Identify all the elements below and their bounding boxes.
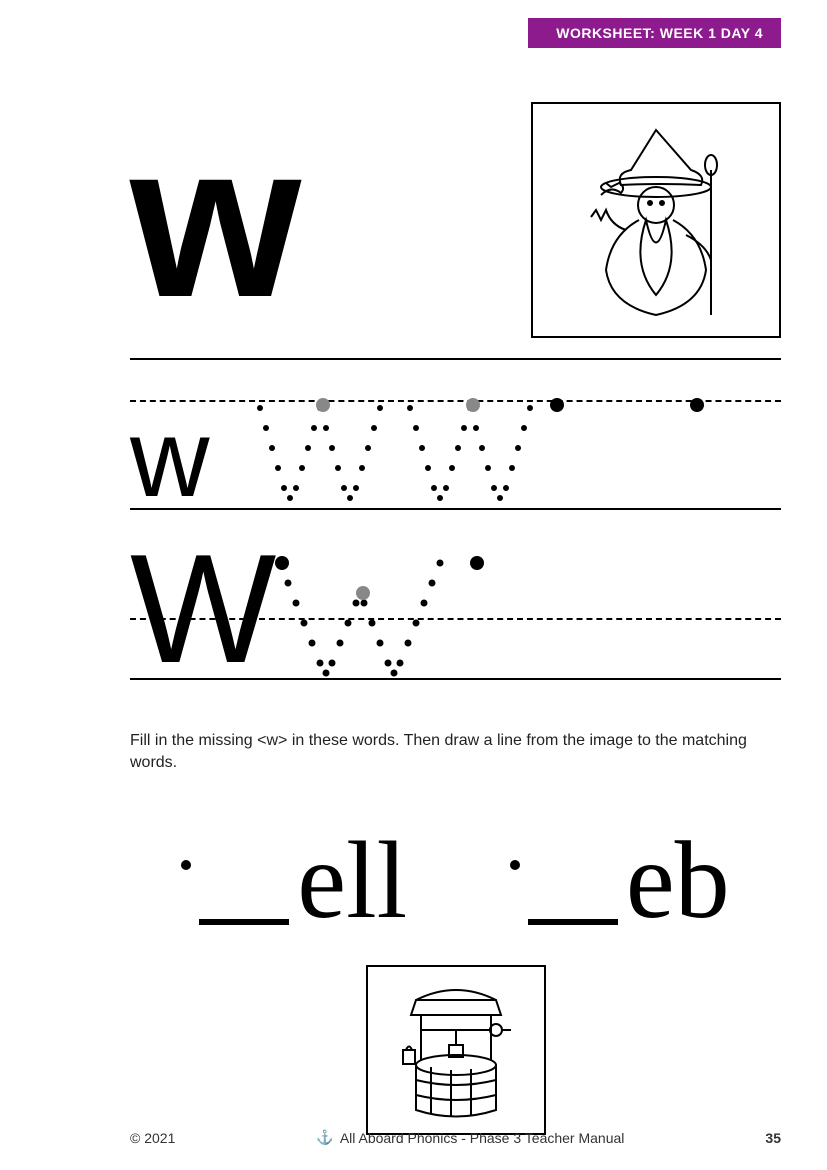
tracing-line-uppercase: W [130, 560, 781, 680]
worksheet-content: w [130, 100, 781, 1135]
blank-line [528, 865, 618, 925]
start-dot [510, 860, 520, 870]
tracing-section: w W [130, 400, 781, 680]
model-letter-upper: W [130, 520, 276, 698]
start-dot [550, 398, 564, 412]
instruction-text: Fill in the missing <w> in these words. … [130, 730, 781, 775]
traced-w-2 [400, 398, 540, 508]
start-dot [690, 398, 704, 412]
start-dot [356, 586, 370, 600]
start-dot [181, 860, 191, 870]
featured-letter: w [130, 110, 301, 330]
page-footer: © 2021 ⚓ All Aboard Phonics - Phase 3 Te… [130, 1129, 781, 1146]
copyright: © 2021 [130, 1130, 175, 1146]
start-dot [316, 398, 330, 412]
anchor-icon: ⚓ [316, 1129, 333, 1146]
well-icon [381, 975, 531, 1125]
fill-word-2: eb [510, 825, 730, 935]
page-number: 35 [765, 1130, 781, 1146]
blank-line [199, 865, 289, 925]
start-dot [466, 398, 480, 412]
worksheet-header: WORKSHEET: WEEK 1 DAY 4 [528, 18, 781, 48]
word-suffix: eb [626, 825, 730, 935]
footer-title-group: ⚓ All Aboard Phonics - Phase 3 Teacher M… [316, 1129, 624, 1146]
manual-title: All Aboard Phonics - Phase 3 Teacher Man… [340, 1130, 625, 1146]
section-divider [130, 358, 781, 360]
word-suffix: ell [297, 825, 407, 935]
start-dot [275, 556, 289, 570]
model-letter-lower: w [130, 395, 209, 522]
well-illustration-box [366, 965, 546, 1135]
worksheet-header-label: WORKSHEET: WEEK 1 DAY 4 [556, 25, 763, 41]
wizard-illustration-box [531, 102, 781, 338]
traced-W-upper [270, 558, 450, 678]
wizard-icon [551, 115, 761, 325]
top-row: w [130, 100, 781, 340]
traced-w-1 [250, 398, 390, 508]
start-dot [470, 556, 484, 570]
fill-words-row: ell eb [130, 825, 781, 935]
fill-word-1: ell [181, 825, 407, 935]
tracing-line-lowercase: w [130, 400, 781, 510]
